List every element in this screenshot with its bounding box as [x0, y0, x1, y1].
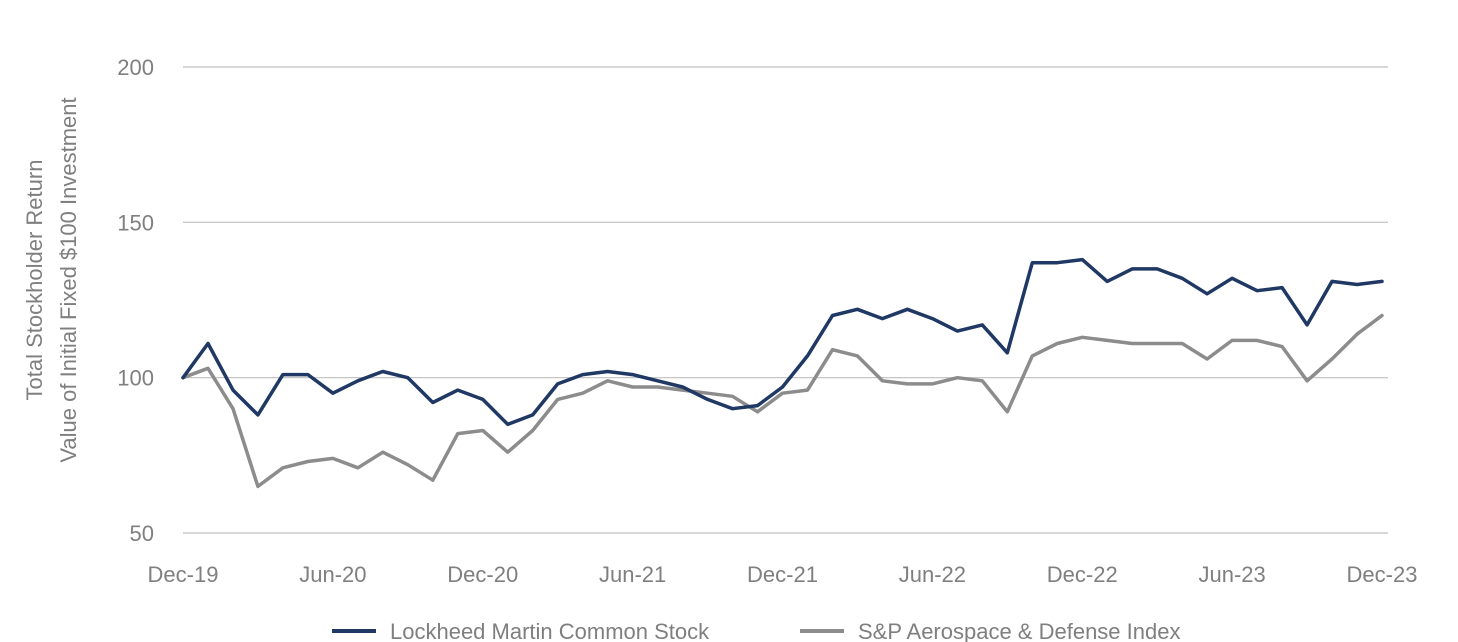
x-tick-label-jun-21: Jun-21 — [599, 562, 666, 587]
y-tick-label-100: 100 — [117, 366, 154, 391]
y-tick-label-200: 200 — [117, 55, 154, 80]
y-tick-label-150: 150 — [117, 210, 154, 235]
x-tick-label-dec-19: Dec-19 — [148, 562, 219, 587]
x-tick-label-dec-22: Dec-22 — [1047, 562, 1118, 587]
y-tick-label-50: 50 — [130, 521, 154, 546]
series-line-lockheed-martin — [181, 257, 1384, 427]
legend-item-sp-aerospace-defense: S&P Aerospace & Defense Index — [800, 619, 1180, 642]
y-axis-title: Total Stockholder Return Value of Initial… — [22, 97, 81, 462]
x-tick-label-jun-23: Jun-23 — [1198, 562, 1265, 587]
gridlines — [183, 66, 1388, 534]
legend-item-lockheed-martin: Lockheed Martin Common Stock — [332, 619, 710, 642]
x-tick-label-dec-21: Dec-21 — [747, 562, 818, 587]
legend: Lockheed Martin Common Stock S&P Aerospac… — [332, 619, 1180, 642]
x-axis-tick-labels: Dec-19 Jun-20 Dec-20 Jun-21 Dec-21 Jun-22 Dec-… — [148, 562, 1418, 587]
legend-label: S&P Aerospace & Defense Index — [858, 619, 1180, 642]
y-axis-tick-labels: 50 100 150 200 — [117, 55, 154, 546]
series-lines — [181, 257, 1384, 489]
series-line-sp-aerospace-defense — [181, 313, 1384, 489]
y-axis-title-line-2: Value of Initial Fixed $100 Investment — [56, 97, 81, 462]
x-tick-label-jun-22: Jun-22 — [899, 562, 966, 587]
x-tick-label-dec-23: Dec-23 — [1347, 562, 1418, 587]
y-axis-title-line-1: Total Stockholder Return — [22, 160, 47, 401]
legend-label: Lockheed Martin Common Stock — [390, 619, 710, 642]
x-tick-label-dec-20: Dec-20 — [447, 562, 518, 587]
x-tick-label-jun-20: Jun-20 — [299, 562, 366, 587]
